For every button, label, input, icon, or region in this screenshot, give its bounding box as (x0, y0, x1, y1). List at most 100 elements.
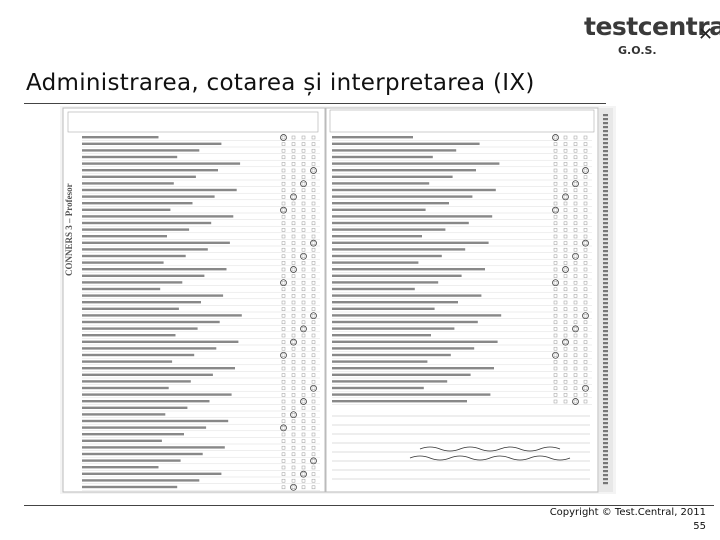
close-icon[interactable]: ✕ (698, 24, 714, 45)
answer-box (311, 188, 316, 193)
answer-box (301, 439, 306, 443)
edge-text (603, 122, 608, 125)
row-text (82, 208, 171, 211)
answer-box (291, 465, 296, 470)
answer-box (573, 241, 578, 245)
answer-box (563, 340, 568, 344)
row-text (332, 334, 431, 337)
edge-text (603, 298, 608, 301)
row-text (82, 386, 169, 390)
answer-box (301, 426, 306, 430)
answer-box (311, 366, 316, 371)
row-text (82, 472, 222, 475)
answer-box (553, 386, 558, 391)
answer-box (281, 366, 286, 371)
answer-box (291, 294, 296, 298)
answer-box (301, 459, 306, 463)
answer-box (291, 366, 296, 371)
answer-box (301, 214, 306, 219)
row-text (332, 261, 419, 264)
answer-box (281, 379, 286, 384)
answer-box (563, 267, 568, 272)
answer-mark (290, 193, 297, 201)
row-text (82, 169, 218, 172)
answer-box (281, 175, 286, 179)
answer-box (563, 399, 568, 404)
answer-box (291, 340, 296, 344)
answer-box (311, 432, 316, 437)
answer-box (291, 452, 296, 457)
row-text (82, 353, 195, 357)
row-text (82, 287, 161, 291)
answer-box (301, 254, 306, 259)
edge-text (603, 158, 608, 161)
answer-box (563, 247, 568, 252)
answer-box (291, 426, 296, 430)
answer-box (583, 366, 588, 371)
answer-box (281, 181, 286, 186)
answer-box (281, 333, 286, 338)
answer-box (563, 162, 568, 166)
edge-text (603, 322, 608, 325)
answer-box (583, 247, 588, 252)
answer-box (311, 261, 316, 265)
answer-box (553, 195, 558, 199)
answer-mark (300, 398, 307, 405)
answer-box (311, 406, 316, 410)
answer-box (281, 340, 286, 344)
answer-box (311, 346, 316, 351)
answer-box (573, 280, 578, 285)
row-text (82, 446, 225, 449)
answer-box (311, 472, 316, 476)
answer-box (573, 360, 578, 364)
answer-mark (280, 279, 287, 287)
row-text (332, 254, 442, 258)
answer-box (583, 333, 588, 338)
answer-box (573, 195, 578, 199)
edge-text (603, 362, 608, 365)
edge-text (603, 242, 608, 245)
answer-box (311, 148, 316, 153)
form-scan: CONNERS 3 – Profesor (60, 106, 616, 494)
answer-box (291, 346, 296, 351)
edge-text (603, 430, 608, 433)
answer-box (311, 459, 316, 463)
edge-text (603, 294, 608, 297)
answer-box (311, 214, 316, 219)
answer-box (563, 274, 568, 278)
answer-box (563, 313, 568, 318)
logo: testcentral (584, 12, 720, 41)
answer-box (583, 386, 588, 391)
answer-box (563, 221, 568, 226)
row-text (332, 281, 439, 284)
answer-box (311, 465, 316, 470)
edge-text (603, 230, 608, 233)
edge-text (603, 374, 608, 377)
answer-box (311, 300, 316, 305)
answer-box (583, 188, 588, 193)
row-text (82, 439, 162, 442)
row-text (332, 235, 422, 238)
logo-sub: G.O.S. (618, 44, 657, 57)
answer-box (301, 300, 306, 305)
answer-box (573, 175, 578, 179)
answer-box (301, 168, 306, 173)
answer-mark (290, 483, 297, 491)
answer-box (563, 373, 568, 377)
edge-text (603, 338, 608, 341)
answer-box (311, 234, 316, 239)
answer-mark (562, 338, 569, 346)
answer-mark (572, 252, 579, 260)
edge-text (603, 270, 608, 273)
edge-text (603, 262, 608, 265)
answer-box (573, 373, 578, 377)
answer-box (281, 267, 286, 272)
answer-mark (280, 206, 287, 214)
row-text (332, 380, 448, 383)
answer-box (281, 399, 286, 404)
answer-box (311, 313, 316, 318)
answer-box (553, 201, 558, 206)
edge-text (603, 206, 608, 209)
edge-text (603, 346, 608, 349)
answer-box (301, 346, 306, 351)
